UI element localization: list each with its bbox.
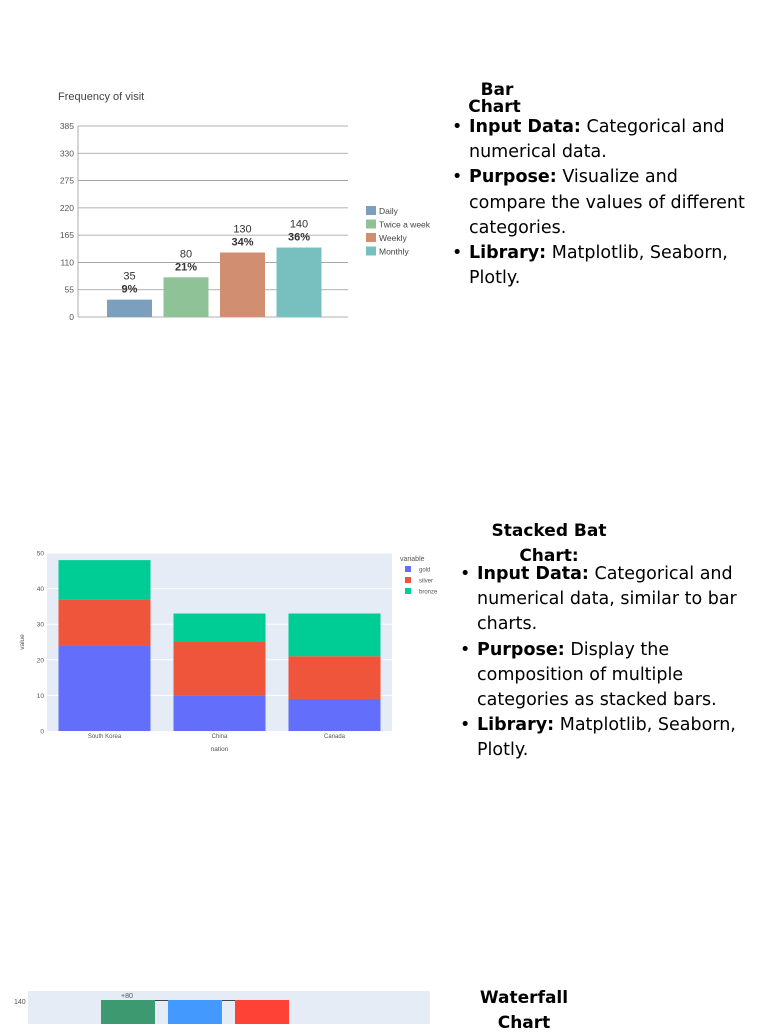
y-tick-label: 30 bbox=[37, 622, 45, 629]
section-heading-stacked-bar-chart: Stacked Bat Chart: bbox=[480, 519, 618, 569]
y-tick-label: 55 bbox=[65, 285, 75, 295]
legend-title: variable bbox=[400, 556, 425, 563]
bar bbox=[276, 247, 322, 317]
bar bbox=[163, 277, 209, 317]
bullet-text: Categorical and numerical data, similar … bbox=[477, 564, 737, 635]
bullet-text: Matplotlib, Seaborn, Plotly. bbox=[477, 715, 736, 761]
chart-title: Frequency of visit bbox=[58, 91, 144, 103]
stacked-segment bbox=[288, 656, 381, 699]
legend-label: Twice a week bbox=[379, 220, 431, 230]
legend-label: gold bbox=[419, 568, 430, 574]
y-axis-label: value bbox=[19, 634, 26, 650]
y-tick-label: 0 bbox=[40, 729, 44, 736]
legend-swatch bbox=[405, 577, 411, 583]
legend-label: Daily bbox=[379, 206, 399, 216]
plot-area bbox=[28, 991, 430, 1024]
legend-swatch bbox=[366, 219, 376, 229]
bullet-item: Purpose: Display the composition of mult… bbox=[460, 638, 760, 714]
bullet-item: Input Data: Categorical and numerical da… bbox=[460, 562, 760, 638]
data-label: 21% bbox=[175, 261, 197, 273]
legend-swatch bbox=[366, 246, 376, 256]
bullet-item: Library: Matplotlib, Seaborn, Plotly. bbox=[452, 241, 752, 291]
stacked-segment bbox=[173, 642, 266, 696]
bar bbox=[220, 252, 265, 317]
bar-chart: Frequency of visit 0 55 110 165 220 275 330 385… bbox=[58, 91, 431, 322]
stacked-segment bbox=[58, 645, 151, 731]
y-tick-label: 110 bbox=[60, 257, 74, 267]
y-tick-label: 165 bbox=[60, 230, 74, 240]
data-label: 34% bbox=[231, 237, 253, 249]
heading-line: Chart bbox=[468, 97, 521, 117]
x-tick-label: Canada bbox=[324, 734, 346, 740]
data-label: 36% bbox=[288, 232, 310, 244]
bullet-label: Purpose: bbox=[469, 167, 557, 188]
heading-line: Waterfall bbox=[479, 988, 569, 1008]
y-tick-label: 140 bbox=[14, 999, 26, 1006]
bullet-item: Input Data: Categorical and numerical da… bbox=[452, 115, 752, 165]
legend-swatch bbox=[366, 233, 376, 242]
data-label: 35 bbox=[123, 271, 135, 283]
stacked-segment bbox=[288, 698, 381, 731]
legend-swatch bbox=[405, 588, 411, 594]
stacked-segment bbox=[58, 560, 151, 600]
waterfall-chart: 140 +80 bbox=[14, 991, 430, 1024]
bullet-text: Matplotlib, Seaborn, Plotly. bbox=[469, 243, 728, 289]
bullet-item: Purpose: Visualize and compare the value… bbox=[452, 165, 752, 241]
bullet-label: Library: bbox=[477, 715, 555, 736]
data-label: 140 bbox=[290, 219, 308, 231]
stacked-segment bbox=[173, 613, 266, 642]
bullet-label: Purpose: bbox=[477, 639, 565, 660]
data-label: 130 bbox=[233, 224, 251, 236]
waterfall-bar bbox=[235, 1000, 289, 1024]
y-tick-label: 330 bbox=[60, 148, 74, 158]
bar-chart-bullets: Input Data: Categorical and numerical da… bbox=[452, 115, 752, 291]
legend-swatch bbox=[405, 566, 411, 572]
bullet-item: Library: Matplotlib, Seaborn, Plotly. bbox=[460, 713, 760, 763]
legend-label: silver bbox=[419, 579, 433, 585]
stacked-chart-bullets: Input Data: Categorical and numerical da… bbox=[460, 562, 760, 764]
legend-swatch bbox=[366, 206, 376, 215]
stacked-segment bbox=[173, 695, 266, 731]
bullet-text: Visualize and compare the values of diff… bbox=[469, 167, 745, 238]
stacked-segment bbox=[288, 613, 381, 657]
section-heading-bar-chart: Bar Chart bbox=[462, 78, 532, 120]
x-tick-label: South Korea bbox=[88, 734, 122, 740]
data-label: 9% bbox=[122, 284, 138, 296]
y-tick-label: 10 bbox=[37, 693, 45, 700]
heading-line: Chart: bbox=[519, 546, 579, 566]
bullet-text: Categorical and numerical data. bbox=[469, 117, 725, 163]
bullet-text: Display the composition of multiple cate… bbox=[477, 639, 717, 711]
heading-line: Bar bbox=[480, 80, 514, 100]
bullet-label: Input Data: bbox=[477, 564, 589, 584]
stacked-bar-chart: 0 10 20 30 40 50 South Korea China Canada nation v… bbox=[0, 545, 450, 760]
x-tick-label: China bbox=[212, 734, 228, 740]
legend-label: Weekly bbox=[379, 233, 407, 243]
heading-line: Stacked Bat bbox=[491, 521, 607, 541]
stacked-segment bbox=[58, 599, 151, 646]
waterfall-bar bbox=[168, 1000, 222, 1024]
legend-label: Monthly bbox=[379, 247, 410, 257]
section-heading-waterfall-chart: Waterfall Chart bbox=[470, 986, 578, 1036]
bullet-label: Input Data: bbox=[469, 117, 581, 137]
data-label: 80 bbox=[180, 248, 192, 260]
y-tick-label: 50 bbox=[37, 551, 45, 558]
x-axis-label: nation bbox=[211, 746, 229, 753]
y-tick-label: 385 bbox=[60, 121, 74, 131]
data-label: +80 bbox=[121, 993, 133, 1000]
y-tick-label: 20 bbox=[37, 657, 45, 664]
y-tick-label: 275 bbox=[60, 176, 74, 186]
y-tick-label: 40 bbox=[37, 586, 45, 593]
legend-label: bronze bbox=[419, 590, 438, 596]
y-tick-label: 0 bbox=[69, 312, 74, 322]
waterfall-bar bbox=[101, 1000, 155, 1024]
y-tick-label: 220 bbox=[60, 203, 74, 213]
bar bbox=[107, 299, 152, 317]
bullet-label: Library: bbox=[469, 243, 547, 264]
